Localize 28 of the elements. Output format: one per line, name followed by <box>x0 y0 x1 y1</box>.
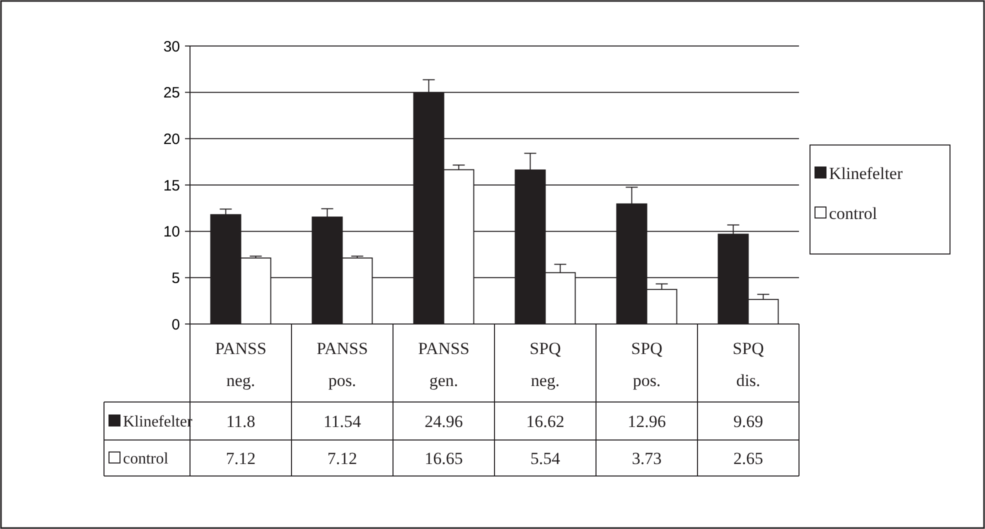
legend-label: Klinefelter <box>829 164 903 183</box>
data-label: 5.54 <box>530 448 561 468</box>
data-label: 16.65 <box>424 448 463 468</box>
y-tick-label: 20 <box>163 130 180 148</box>
x-tick-label: SPQ neg. <box>530 339 561 390</box>
data-label: 2.65 <box>733 448 764 468</box>
data-label: 12.96 <box>628 412 666 431</box>
y-tick-label: 10 <box>163 224 180 241</box>
x-tick-label: PANSS neg. <box>215 339 266 390</box>
data-label: 9.69 <box>733 412 764 431</box>
y-tick-label: 5 <box>172 270 180 287</box>
x-tick-label: PANSS pos. <box>316 339 368 390</box>
y-tick-label: 0 <box>172 316 180 334</box>
data-label: 7.12 <box>327 448 358 468</box>
data-label: 3.73 <box>632 448 662 468</box>
data-label: 11.8 <box>226 412 256 431</box>
legend-label: control <box>829 204 878 223</box>
data-label: 7.12 <box>226 448 256 468</box>
y-tick-label: 15 <box>163 177 180 194</box>
text: control <box>123 450 168 468</box>
data-label: 24.96 <box>424 412 463 431</box>
y-tick-label: 30 <box>163 38 180 56</box>
x-tick-label: SPQ dis. <box>732 339 764 390</box>
data-label: 16.62 <box>526 412 564 431</box>
x-tick-label: SPQ pos. <box>631 339 662 390</box>
data-label: 11.54 <box>323 412 362 431</box>
x-tick-label: PANSS gen. <box>418 339 470 390</box>
y-tick-label: 25 <box>163 84 180 102</box>
